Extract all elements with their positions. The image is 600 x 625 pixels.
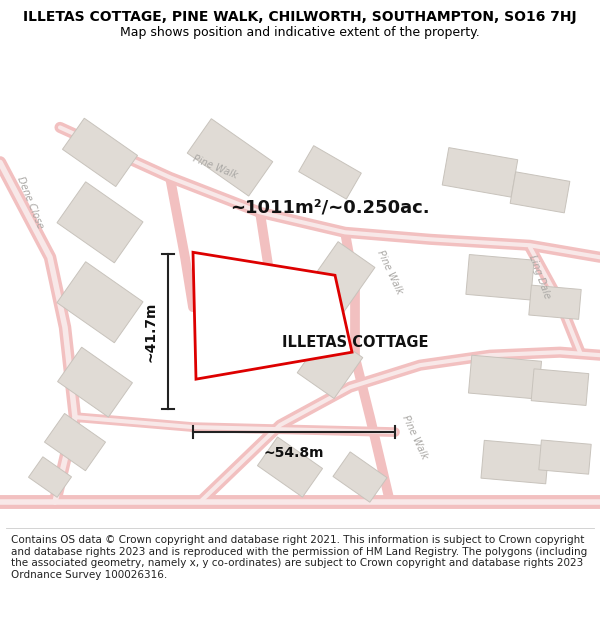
Bar — [257, 437, 323, 497]
Bar — [333, 452, 387, 503]
Text: ~54.8m: ~54.8m — [264, 446, 324, 460]
Polygon shape — [193, 253, 352, 379]
Text: Pine Walk: Pine Walk — [191, 154, 239, 181]
Bar — [187, 119, 273, 196]
Text: Pine Walk: Pine Walk — [376, 249, 404, 296]
Bar — [58, 348, 133, 417]
Bar — [57, 182, 143, 263]
Text: ~41.7m: ~41.7m — [144, 301, 158, 362]
Bar — [57, 262, 143, 343]
Bar — [62, 118, 137, 186]
Text: Ling Dale: Ling Dale — [527, 254, 553, 301]
Bar — [469, 355, 542, 399]
Text: Contains OS data © Crown copyright and database right 2021. This information is : Contains OS data © Crown copyright and d… — [11, 535, 587, 580]
Bar — [481, 441, 549, 484]
Bar — [44, 414, 106, 471]
Text: Map shows position and indicative extent of the property.: Map shows position and indicative extent… — [120, 26, 480, 39]
Bar — [28, 457, 71, 498]
Bar — [539, 440, 591, 474]
Text: Pine Walk: Pine Walk — [400, 414, 430, 461]
Bar — [299, 146, 361, 199]
Bar — [297, 332, 363, 399]
Bar — [510, 172, 570, 213]
Bar — [531, 369, 589, 406]
Bar — [529, 285, 581, 319]
Bar — [442, 148, 518, 197]
Text: ILLETAS COTTAGE: ILLETAS COTTAGE — [282, 335, 428, 350]
Bar — [466, 254, 534, 300]
Text: ~1011m²/~0.250ac.: ~1011m²/~0.250ac. — [230, 198, 430, 216]
Text: Dene Close: Dene Close — [15, 175, 45, 230]
Bar — [295, 242, 375, 329]
Text: ILLETAS COTTAGE, PINE WALK, CHILWORTH, SOUTHAMPTON, SO16 7HJ: ILLETAS COTTAGE, PINE WALK, CHILWORTH, S… — [23, 11, 577, 24]
